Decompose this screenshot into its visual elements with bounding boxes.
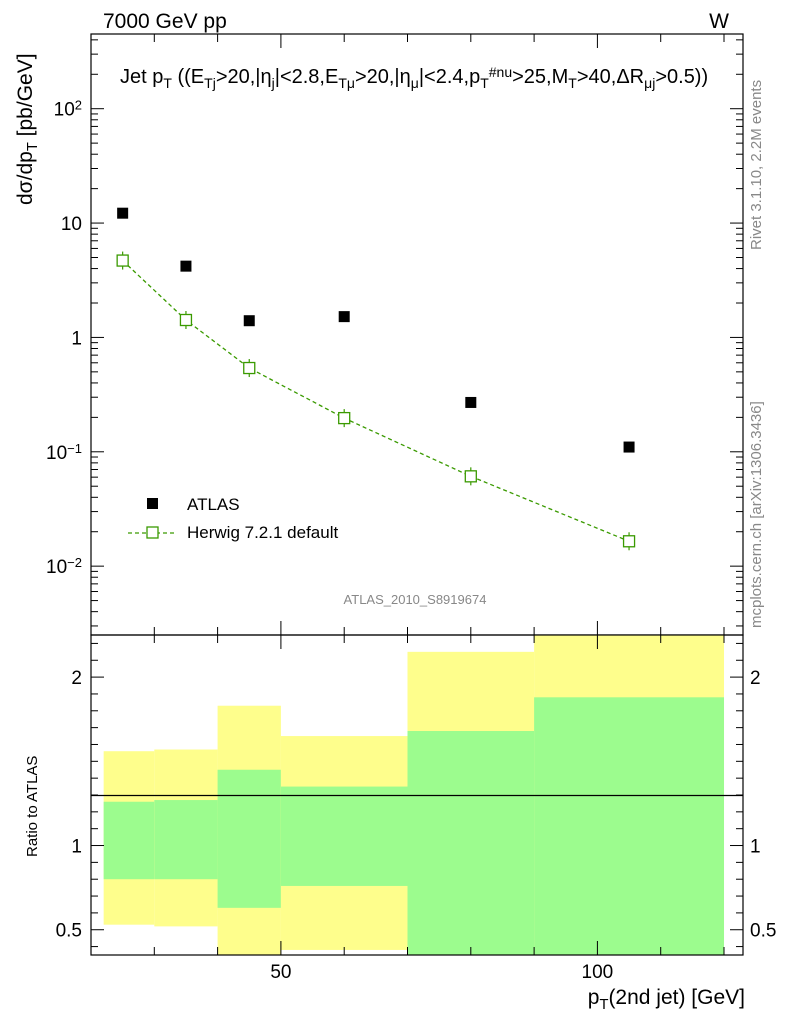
ratio-tick-label-right: 1 bbox=[750, 837, 761, 858]
ratio-inner-band bbox=[407, 731, 535, 955]
herwig-point bbox=[622, 535, 636, 548]
y-tick-label: 10−2 bbox=[46, 555, 82, 579]
ratio-tick-label-right: 0.5 bbox=[750, 921, 776, 942]
header-left-label: 7000 GeV pp bbox=[103, 10, 227, 33]
main-series-layer bbox=[116, 207, 636, 551]
ratio-inner-band bbox=[103, 801, 155, 880]
x-tick-label: 50 bbox=[270, 962, 291, 983]
legend: ATLAS Herwig 7.2.1 default bbox=[128, 495, 338, 542]
main-plot-title: Jet pT ((ETj>20,|ηj|<2.8,ETμ>20,|ημ|<2.4… bbox=[120, 64, 708, 91]
herwig-point bbox=[116, 254, 129, 267]
legend-herwig-marker bbox=[146, 526, 159, 539]
ratio-y-ticks: 0.5 0.5 1 1 2 2 bbox=[56, 642, 776, 948]
atlas-point bbox=[465, 396, 477, 408]
x-tick-label: 100 bbox=[582, 962, 614, 983]
ratio-y-axis-label: Ratio to ATLAS bbox=[24, 756, 41, 857]
y-tick-label: 10 bbox=[61, 214, 82, 235]
header-right-label: W bbox=[709, 10, 729, 33]
ratio-tick-label-left: 0.5 bbox=[56, 921, 82, 942]
atlas-point bbox=[338, 311, 350, 323]
herwig-point bbox=[338, 411, 351, 425]
rivet-label: Rivet 3.1.10, 2.2M events bbox=[748, 80, 765, 250]
main-y-axis-label: dσ/dpT [pb/GeV] bbox=[14, 53, 41, 205]
herwig-point bbox=[243, 361, 256, 375]
y-tick-label: 1 bbox=[71, 328, 82, 349]
herwig-line bbox=[122, 260, 630, 542]
atlas-point bbox=[623, 441, 635, 453]
ratio-tick-label-left: 1 bbox=[71, 837, 82, 858]
mcplots-label: mcplots.cern.ch [arXiv:1306.3436] bbox=[748, 401, 765, 628]
ratio-bands-layer bbox=[103, 635, 725, 955]
x-axis-label: pT(2nd jet) [GeV] bbox=[588, 986, 745, 1013]
analysis-id: ATLAS_2010_S8919674 bbox=[344, 592, 487, 607]
y-tick-label: 102 bbox=[54, 97, 82, 121]
main-y-ticks: 10−2 10−1 1 10 102 bbox=[46, 39, 743, 627]
ratio-inner-band bbox=[534, 697, 725, 955]
legend-atlas-marker bbox=[147, 498, 158, 509]
legend-atlas-label: ATLAS bbox=[187, 495, 240, 514]
atlas-point bbox=[180, 260, 192, 272]
ratio-inner-band bbox=[217, 769, 281, 908]
ratio-inner-band bbox=[154, 800, 218, 880]
x-ticks: 50 100 bbox=[90, 34, 725, 983]
herwig-point bbox=[464, 470, 477, 483]
ratio-inner-band bbox=[280, 786, 408, 886]
atlas-point bbox=[117, 207, 129, 219]
ratio-tick-label-left: 2 bbox=[71, 668, 82, 689]
y-tick-label: 10−1 bbox=[46, 440, 82, 464]
atlas-point bbox=[243, 315, 255, 327]
legend-herwig-label: Herwig 7.2.1 default bbox=[187, 523, 338, 542]
main-plot-frame bbox=[90, 33, 744, 636]
herwig-point bbox=[179, 313, 193, 327]
ratio-tick-label-right: 2 bbox=[750, 668, 761, 689]
